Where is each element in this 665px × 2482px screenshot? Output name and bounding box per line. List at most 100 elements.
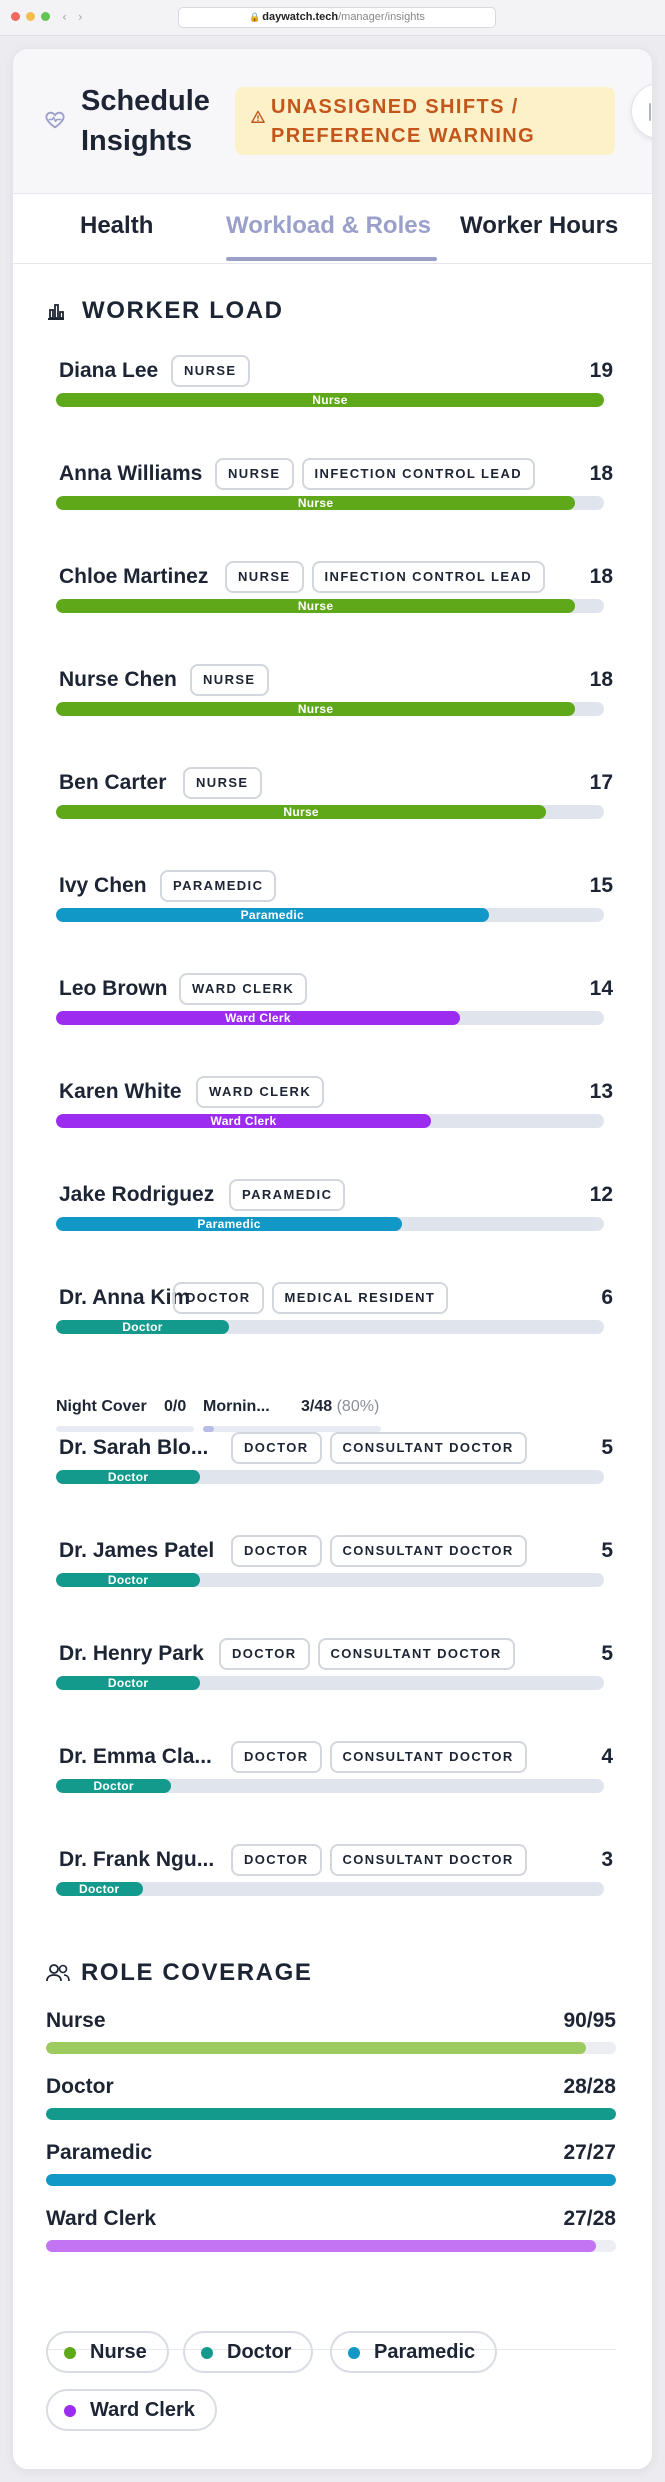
coverage-track bbox=[56, 1426, 194, 1432]
lock-icon: 🔒 bbox=[249, 13, 261, 23]
coverage-value: 3/48 (80%) bbox=[301, 1398, 379, 1416]
role-badge: DOCTOR bbox=[231, 1741, 322, 1773]
worker-load-fill: Doctor bbox=[56, 1676, 201, 1690]
role-coverage-track bbox=[46, 2174, 616, 2186]
legend-chip[interactable]: Ward Clerk bbox=[46, 2389, 217, 2431]
legend-label: Doctor bbox=[227, 2341, 292, 2363]
worker-shift-count: 14 bbox=[589, 977, 613, 1000]
worker-shift-count: 19 bbox=[589, 359, 613, 382]
worker-shift-count: 3 bbox=[601, 1848, 613, 1871]
worker-load-track: Ward Clerk bbox=[56, 1114, 604, 1128]
unassigned-shifts-warning-banner[interactable]: UNASSIGNED SHIFTS / PREFERENCE WARNING bbox=[235, 87, 615, 155]
worker-load-track: Nurse bbox=[56, 805, 604, 819]
legend-chip[interactable]: Doctor bbox=[183, 2331, 314, 2373]
worker-badges: DOCTOR CONSULTANT DOCTOR bbox=[231, 1535, 527, 1567]
worker-load-track: Doctor bbox=[56, 1320, 604, 1334]
role-badge: NURSE bbox=[171, 355, 250, 387]
role-badge: MEDICAL RESIDENT bbox=[271, 1282, 449, 1314]
worker-name: Ivy Chen bbox=[59, 874, 147, 897]
worker-load-fill: Ward Clerk bbox=[56, 1114, 431, 1128]
insights-tabs: Health Workload & Roles Worker Hours bbox=[13, 194, 652, 264]
worker-badges: NURSE bbox=[190, 664, 269, 696]
role-coverage-fill bbox=[46, 2042, 586, 2054]
role-badge: CONSULTANT DOCTOR bbox=[329, 1741, 527, 1773]
worker-name: Anna Williams bbox=[59, 462, 203, 485]
worker-badges: DOCTOR MEDICAL RESIDENT bbox=[173, 1282, 449, 1314]
role-badge: CONSULTANT DOCTOR bbox=[329, 1432, 527, 1464]
tab-workload-roles[interactable]: Workload & Roles bbox=[226, 212, 431, 239]
worker-load-fill: Doctor bbox=[56, 1779, 172, 1793]
active-tab-indicator bbox=[226, 257, 437, 261]
users-icon bbox=[46, 1964, 70, 1982]
doctor-shift-coverage: Night Cover 0/0 Mornin... 3/48 (80%) bbox=[56, 1398, 652, 1432]
worker-load-track: Doctor bbox=[56, 1573, 604, 1587]
page-title: Schedule Insights bbox=[81, 81, 210, 161]
coverage-value: 0/0 bbox=[164, 1398, 186, 1416]
back-icon[interactable]: ‹ bbox=[62, 10, 67, 24]
panel-header: Schedule Insights UNASSIGNED SHIFTS / PR… bbox=[13, 49, 652, 194]
worker-shift-count: 5 bbox=[601, 1539, 613, 1562]
worker-name: Dr. Anna Kim bbox=[59, 1286, 191, 1309]
address-bar[interactable]: 🔒 daywatch.tech/manager/insights bbox=[178, 7, 496, 28]
worker-load-fill: Nurse bbox=[56, 393, 604, 407]
worker-load-heading: WORKER LOAD bbox=[82, 297, 284, 324]
worker-load-track: Doctor bbox=[56, 1882, 604, 1896]
role-badge: NURSE bbox=[190, 664, 269, 696]
tab-health[interactable]: Health bbox=[80, 212, 154, 239]
role-coverage-value: 90/95 bbox=[563, 2009, 616, 2032]
tab-worker-hours[interactable]: Worker Hours bbox=[460, 212, 619, 239]
legend-dot bbox=[64, 2405, 76, 2417]
role-badge: NURSE bbox=[183, 767, 262, 799]
close-window-dot[interactable] bbox=[11, 12, 20, 21]
worker-name: Dr. James Patel bbox=[59, 1539, 215, 1562]
worker-shift-count: 18 bbox=[589, 565, 613, 588]
role-badge: PARAMEDIC bbox=[229, 1179, 346, 1211]
forward-icon[interactable]: › bbox=[78, 10, 83, 24]
legend-chip[interactable]: Paramedic bbox=[330, 2331, 498, 2373]
minimize-window-dot[interactable] bbox=[26, 12, 35, 21]
worker-name: Leo Brown bbox=[59, 977, 168, 1000]
role-badge: DOCTOR bbox=[219, 1638, 310, 1670]
role-name: Paramedic bbox=[46, 2141, 153, 2164]
role-badge: CONSULTANT DOCTOR bbox=[329, 1535, 527, 1567]
worker-badges: WARD CLERK bbox=[196, 1076, 325, 1108]
warning-text-line1: UNASSIGNED SHIFTS / bbox=[271, 96, 519, 118]
role-name: Nurse bbox=[46, 2009, 106, 2032]
warning-text: UNASSIGNED SHIFTS / PREFERENCE WARNING bbox=[271, 93, 601, 151]
worker-badges: DOCTOR CONSULTANT DOCTOR bbox=[219, 1638, 515, 1670]
worker-load-fill: Paramedic bbox=[56, 908, 489, 922]
browser-toolbar: ‹ › 🔒 daywatch.tech/manager/insights bbox=[0, 0, 665, 36]
worker-load-track: Nurse bbox=[56, 599, 604, 613]
role-badge: DOCTOR bbox=[231, 1535, 322, 1567]
role-coverage-track bbox=[46, 2108, 616, 2120]
worker-load-fill: Nurse bbox=[56, 702, 576, 716]
worker-name: Dr. Sarah Blo... bbox=[59, 1436, 209, 1459]
worker-load-track: Nurse bbox=[56, 496, 604, 510]
worker-load-fill: Doctor bbox=[56, 1882, 143, 1896]
worker-name: Diana Lee bbox=[59, 359, 159, 382]
legend-label: Ward Clerk bbox=[90, 2399, 195, 2421]
role-badge: NURSE bbox=[225, 561, 304, 593]
legend-chip[interactable]: Nurse bbox=[46, 2331, 169, 2373]
role-coverage-track bbox=[46, 2042, 616, 2054]
maximize-window-dot[interactable] bbox=[41, 12, 50, 21]
role-coverage-value: 28/28 bbox=[563, 2075, 616, 2098]
collapse-panel-button[interactable] bbox=[631, 83, 652, 139]
legend-dot bbox=[348, 2347, 360, 2359]
legend-label: Nurse bbox=[90, 2341, 147, 2363]
worker-badges: WARD CLERK bbox=[179, 973, 308, 1005]
coverage-percent: (80%) bbox=[336, 1398, 380, 1415]
worker-badges: PARAMEDIC bbox=[229, 1179, 346, 1211]
page-title-line1: Schedule bbox=[81, 85, 210, 117]
worker-load-track: Nurse bbox=[56, 702, 604, 716]
worker-shift-count: 15 bbox=[589, 874, 613, 897]
worker-shift-count: 5 bbox=[601, 1436, 613, 1459]
role-coverage-fill bbox=[46, 2174, 616, 2186]
worker-name: Nurse Chen bbox=[59, 668, 177, 691]
role-coverage-fill bbox=[46, 2240, 596, 2252]
url-host: daywatch.tech bbox=[262, 11, 339, 23]
coverage-label: Night Cover bbox=[56, 1398, 147, 1415]
worker-shift-count: 17 bbox=[589, 771, 613, 794]
legend-dot bbox=[201, 2347, 213, 2359]
worker-badges: DOCTOR CONSULTANT DOCTOR bbox=[231, 1741, 527, 1773]
